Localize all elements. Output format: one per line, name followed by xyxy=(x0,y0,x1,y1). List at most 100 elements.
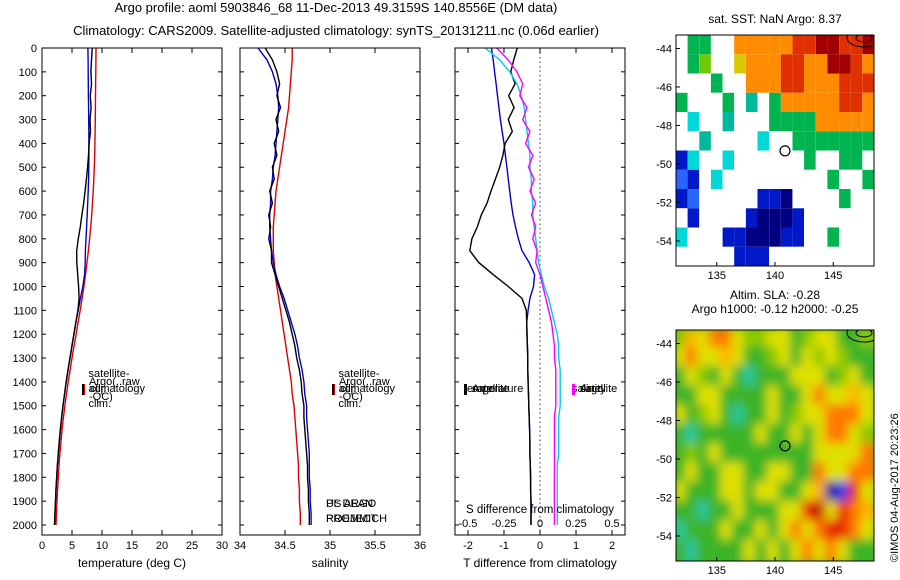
heatmap-cell xyxy=(850,169,863,190)
heatmap-cell xyxy=(745,92,758,113)
lat-tick-label: -44 xyxy=(656,43,672,55)
heatmap-cell xyxy=(676,131,688,151)
series-line-climatology xyxy=(272,48,301,525)
heatmap-cell xyxy=(710,246,723,266)
temperature-axes-box xyxy=(41,47,223,536)
heatmap-cell xyxy=(792,150,805,170)
heatmap-cell xyxy=(710,131,723,151)
heatmap-cell xyxy=(734,150,746,170)
heatmap-cell xyxy=(734,92,746,113)
heatmap-cell xyxy=(792,189,805,209)
heatmap-cell xyxy=(827,73,839,93)
heatmap-cell xyxy=(734,169,746,190)
lat-tick-label: -52 xyxy=(656,197,672,209)
heatmap-cell xyxy=(745,169,758,190)
heatmap-cell xyxy=(769,35,781,55)
heatmap-cell xyxy=(769,189,781,209)
heatmap-cell xyxy=(862,131,874,151)
legend-header: salinity xyxy=(572,383,606,395)
legend-label: Argo xyxy=(472,383,496,395)
x-tick-label: 34.5 xyxy=(274,540,295,552)
heatmap-cell xyxy=(687,208,700,228)
heatmap-cell xyxy=(676,189,688,209)
heatmap-cell xyxy=(676,246,688,266)
heatmap-cell xyxy=(859,385,874,410)
heatmap-cell xyxy=(839,150,851,170)
depth-tick-label: 1400 xyxy=(13,377,37,389)
salinity-axis-label: salinity xyxy=(311,556,349,570)
heatmap-cell xyxy=(722,54,735,74)
heatmap-cell xyxy=(862,150,874,170)
heatmap-cell xyxy=(827,189,839,209)
heatmap-cell xyxy=(850,54,863,74)
heatmap-cell xyxy=(757,150,770,170)
heatmap-cell xyxy=(722,73,735,93)
heatmap-cell xyxy=(862,227,874,247)
series-line-satellite-adj-clim- xyxy=(257,47,312,525)
heatmap-cell xyxy=(862,112,874,132)
temperature-axis-label: temperature (deg C) xyxy=(77,556,187,570)
heatmap-cell xyxy=(815,227,828,247)
heatmap-cell xyxy=(815,150,828,170)
heatmap-cell xyxy=(862,73,874,93)
heatmap-cell xyxy=(850,35,863,55)
heatmap-cell xyxy=(839,131,851,151)
heatmap-cell xyxy=(769,112,781,132)
heatmap-cell xyxy=(850,227,863,247)
heatmap-cell xyxy=(839,54,851,74)
heatmap-cell xyxy=(804,112,816,132)
x-tick-label: 34 xyxy=(234,540,246,552)
heatmap-cell xyxy=(815,208,828,228)
heatmap-cell xyxy=(710,112,723,132)
heatmap-cell xyxy=(699,73,711,93)
heatmap-cell xyxy=(699,131,711,151)
legend-label: climatology xyxy=(90,383,146,395)
series-line-argo-raw-qc- xyxy=(53,47,93,526)
heatmap-cell xyxy=(745,208,758,228)
heatmap-cell xyxy=(827,208,839,228)
heatmap-cell xyxy=(792,54,805,74)
heatmap-cell xyxy=(757,54,770,74)
x-tick-label: 10 xyxy=(96,540,108,552)
heatmap-cell xyxy=(804,246,816,266)
heatmap-cell xyxy=(839,208,851,228)
depth-tick-label: 0 xyxy=(31,43,37,55)
x-tick-label: 0 xyxy=(39,540,45,552)
heatmap-cell xyxy=(757,73,770,93)
legend-label: Argo(..raw -QC) xyxy=(339,375,390,403)
depth-tick-label: 2000 xyxy=(13,520,37,532)
heatmap-cell xyxy=(722,246,735,266)
heatmap-cell xyxy=(780,227,793,247)
heatmap-cell xyxy=(804,169,816,190)
lon-tick-label: 145 xyxy=(824,565,842,577)
heatmap-cell xyxy=(859,481,874,506)
heatmap-cell xyxy=(687,73,700,93)
sst-map-title: sat. SST: NaN Argo: 8.37 xyxy=(708,12,842,26)
heatmap-cell xyxy=(839,189,851,209)
heatmap-cell xyxy=(722,35,735,55)
heatmap-cell xyxy=(710,208,723,228)
heatmap-cell xyxy=(804,73,816,93)
heatmap-cell xyxy=(745,73,758,93)
heatmap-cell xyxy=(745,131,758,151)
heatmap-cell xyxy=(850,150,863,170)
depth-tick-label: 1700 xyxy=(13,448,37,460)
heatmap-cell xyxy=(722,131,735,151)
heatmap-cell xyxy=(839,73,851,93)
depth-tick-label: 1200 xyxy=(13,329,37,341)
heatmap-cell xyxy=(862,54,874,74)
heatmap-cell xyxy=(676,208,688,228)
heatmap-cell xyxy=(757,169,770,190)
lat-tick-label: -46 xyxy=(656,82,672,94)
depth-tick-label: 1300 xyxy=(13,353,37,365)
heatmap-cell xyxy=(850,189,863,209)
heatmap-cell xyxy=(839,112,851,132)
lon-tick-label: 145 xyxy=(824,270,842,282)
lon-tick-label: 140 xyxy=(766,270,784,282)
legend-item: Argo xyxy=(464,382,495,397)
legend-header: temperature xyxy=(464,383,524,395)
heatmap-cell xyxy=(859,520,874,545)
heatmap-cell xyxy=(780,112,793,132)
heatmap-cell xyxy=(687,150,700,170)
heatmap-cell xyxy=(769,227,781,247)
